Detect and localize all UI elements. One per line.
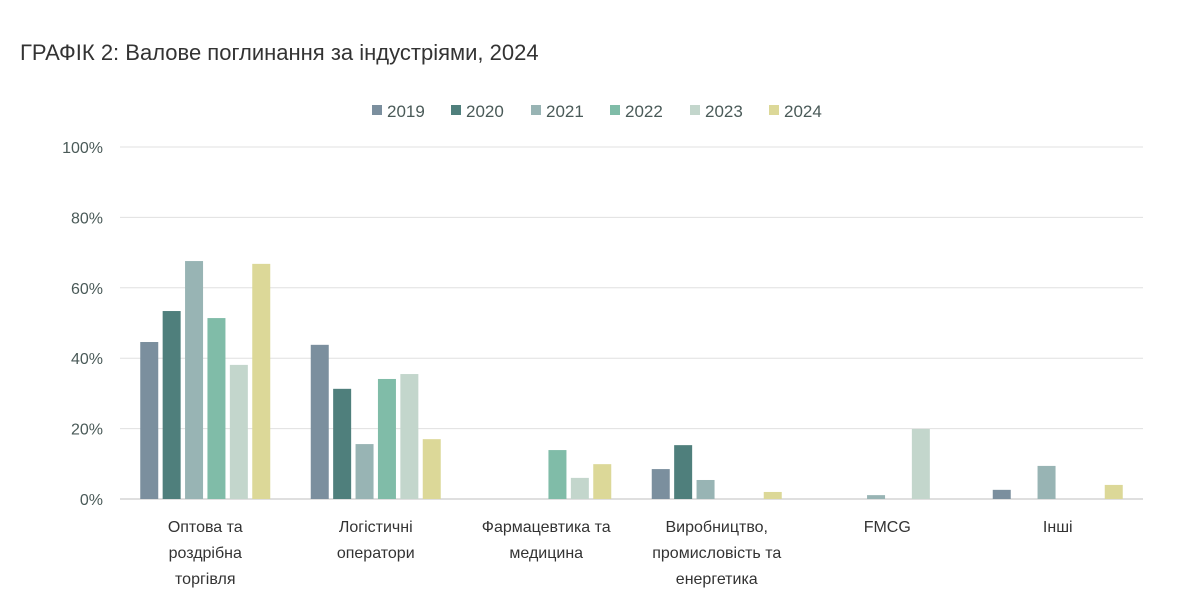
- legend-swatch-2022: [610, 105, 620, 115]
- bar-2023: [229, 364, 248, 499]
- chart-title: ГРАФІК 2: Валове поглинання за індустрія…: [20, 40, 539, 65]
- x-category-label: роздрібна: [169, 545, 242, 562]
- legend-label: 2023: [705, 102, 743, 121]
- x-category-label: медицина: [509, 545, 583, 562]
- x-category-label: Логістичні: [339, 519, 413, 536]
- bar-2024: [1104, 484, 1123, 499]
- bar-2024: [593, 464, 612, 499]
- legend-swatch-2020: [451, 105, 461, 115]
- x-category-label: FMCG: [864, 519, 911, 536]
- bar-2024: [763, 491, 782, 499]
- x-category-label: Виробництво,: [666, 519, 769, 536]
- bar-2024: [252, 263, 271, 499]
- x-category-label: Оптова та: [168, 519, 243, 536]
- x-category-label: Фармацевтика та: [482, 519, 611, 536]
- y-tick-label: 80%: [71, 210, 103, 227]
- x-category-label: енергетика: [676, 571, 758, 588]
- y-tick-label: 60%: [71, 281, 103, 298]
- bar-2021: [867, 495, 886, 499]
- legend-label: 2019: [387, 102, 425, 121]
- bar-2022: [377, 378, 396, 499]
- bar-2019: [992, 489, 1011, 499]
- legend-swatch-2021: [531, 105, 541, 115]
- y-tick-label: 40%: [71, 351, 103, 368]
- legend-swatch-2023: [690, 105, 700, 115]
- bar-2019: [140, 342, 159, 499]
- bar-2019: [651, 469, 670, 499]
- bar-2021: [185, 261, 204, 499]
- legend-label: 2021: [546, 102, 584, 121]
- y-tick-label: 0%: [80, 492, 103, 509]
- bar-2023: [570, 477, 589, 499]
- bar-2024: [422, 439, 441, 499]
- x-category-label: оператори: [337, 545, 415, 562]
- bar-2019: [310, 344, 329, 499]
- bar-2020: [674, 445, 693, 499]
- bar-2020: [162, 311, 181, 499]
- bar-2021: [696, 479, 715, 499]
- legend-label: 2020: [466, 102, 504, 121]
- x-category-label: торгівля: [175, 571, 235, 588]
- y-tick-label: 100%: [62, 140, 103, 157]
- bar-2021: [355, 444, 374, 499]
- bar-2020: [333, 388, 352, 499]
- bar-2022: [207, 318, 226, 499]
- bar-2023: [911, 428, 930, 499]
- legend-label: 2024: [784, 102, 822, 121]
- legend-label: 2022: [625, 102, 663, 121]
- legend-swatch-2019: [372, 105, 382, 115]
- bar-2023: [400, 374, 419, 499]
- bar-2022: [548, 450, 567, 499]
- y-tick-label: 20%: [71, 422, 103, 439]
- bar-2021: [1037, 465, 1056, 499]
- legend-swatch-2024: [769, 105, 779, 115]
- x-category-label: промисловість та: [652, 545, 781, 562]
- x-category-label: Інші: [1043, 519, 1073, 536]
